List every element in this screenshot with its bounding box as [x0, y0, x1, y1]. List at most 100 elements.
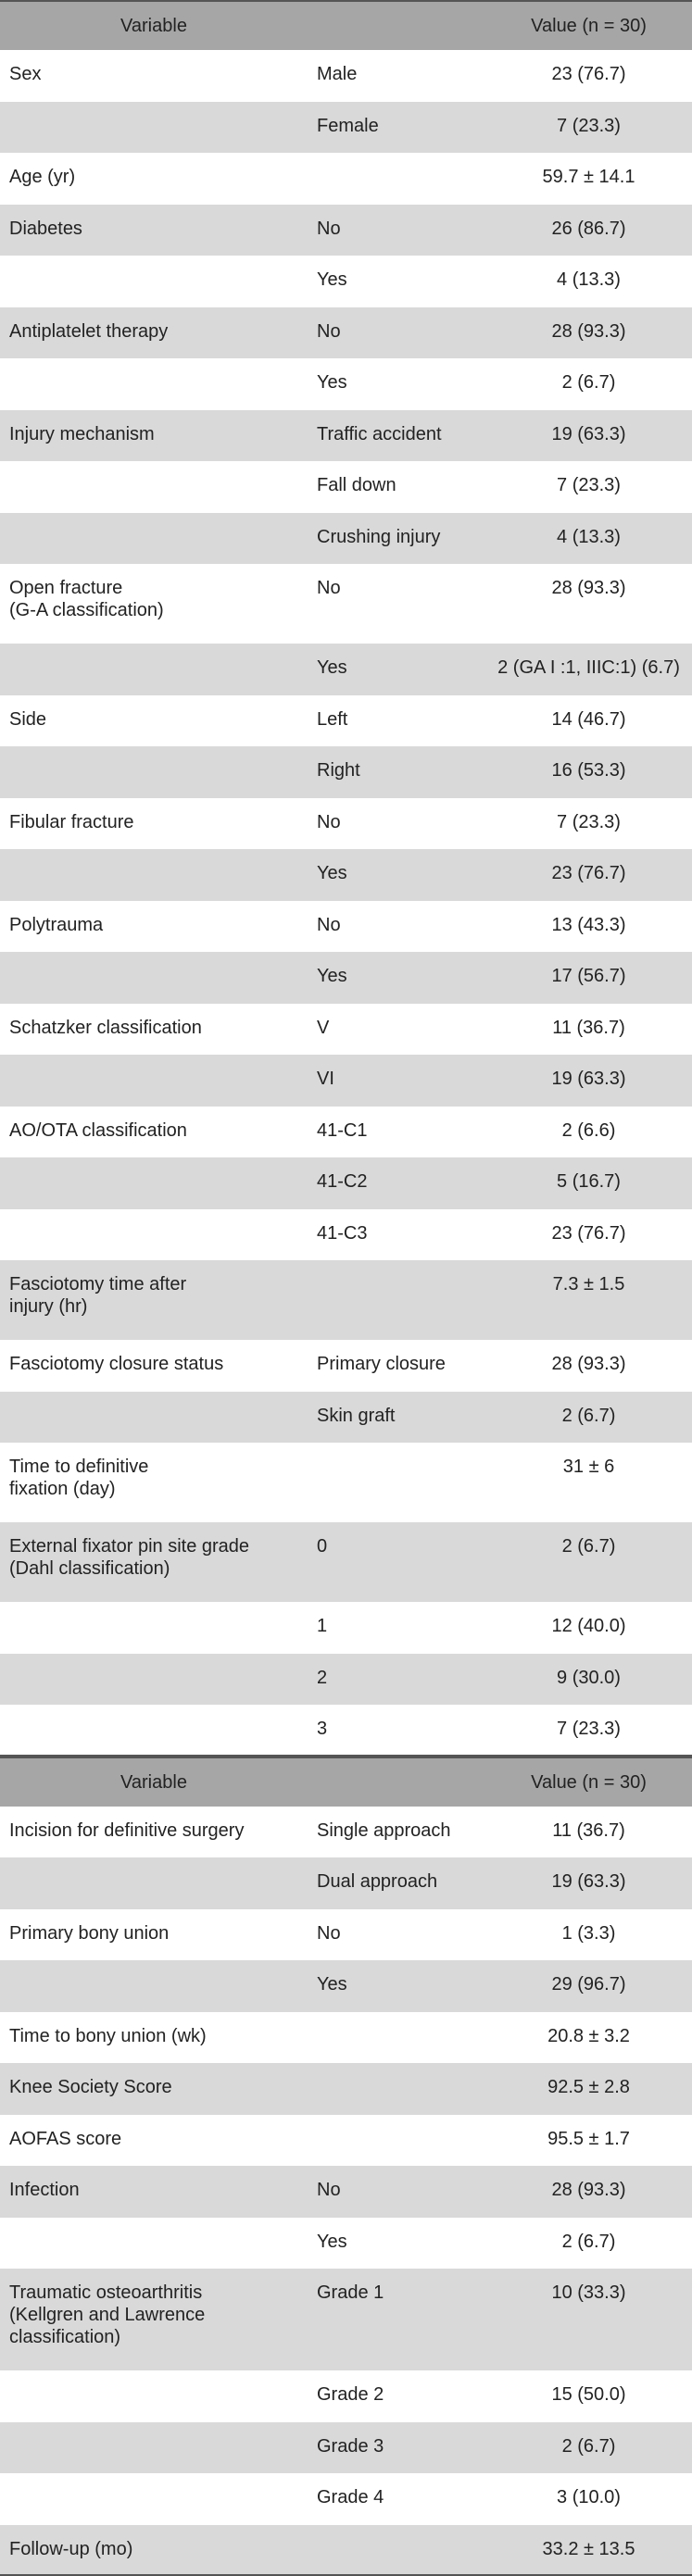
table-cell — [308, 2012, 485, 2064]
table-cell: Traumatic osteoarthritis (Kellgren and L… — [0, 2269, 308, 2370]
table-cell: Right — [308, 746, 485, 798]
table-cell: 95.5 ± 1.7 — [485, 2115, 692, 2167]
table-cell: 3 (10.0) — [485, 2473, 692, 2525]
table-cell: Yes — [308, 1960, 485, 2012]
table-cell: No — [308, 205, 485, 256]
table-cell — [0, 1392, 308, 1444]
table-cell: 2 (6.7) — [485, 1392, 692, 1444]
table-cell: 28 (93.3) — [485, 1340, 692, 1392]
table-cell: 26 (86.7) — [485, 205, 692, 256]
table-cell: 2 — [308, 1654, 485, 1706]
table-cell: 10 (33.3) — [485, 2269, 692, 2370]
table-cell — [0, 2370, 308, 2422]
table-cell: 2 (6.6) — [485, 1107, 692, 1158]
table-cell — [308, 1260, 485, 1340]
table-cell: Grade 4 — [308, 2473, 485, 2525]
table-cell — [0, 358, 308, 410]
table-cell: Yes — [308, 358, 485, 410]
table-cell: Dual approach — [308, 1857, 485, 1909]
table-cell — [308, 2063, 485, 2115]
table-cell: Yes — [308, 644, 485, 695]
table-cell: 59.7 ± 14.1 — [485, 153, 692, 205]
table-cell: Knee Society Score — [0, 2063, 308, 2115]
table-cell: No — [308, 901, 485, 953]
table-cell: Injury mechanism — [0, 410, 308, 462]
table-cell: 0 — [308, 1522, 485, 1602]
table-cell: Infection — [0, 2166, 308, 2218]
table-cell: Incision for definitive surgery — [0, 1807, 308, 1858]
table-cell: 2 (6.7) — [485, 2218, 692, 2270]
table-cell: Age (yr) — [0, 153, 308, 205]
table-cell: Fibular fracture — [0, 798, 308, 850]
table-cell: V — [308, 1004, 485, 1056]
table-cell — [308, 1443, 485, 1522]
table-cell — [0, 2218, 308, 2270]
table-cell: Traffic accident — [308, 410, 485, 462]
table-cell: 11 (36.7) — [485, 1807, 692, 1858]
table-cell: 28 (93.3) — [485, 2166, 692, 2218]
table-cell: 28 (93.3) — [485, 307, 692, 359]
table-cell — [0, 1857, 308, 1909]
table-cell: Antiplatelet therapy — [0, 307, 308, 359]
header-cell — [308, 2, 485, 50]
table-cell: 11 (36.7) — [485, 1004, 692, 1056]
table-cell: No — [308, 564, 485, 644]
table-cell: Diabetes — [0, 205, 308, 256]
table-cell: Yes — [308, 2218, 485, 2270]
table-cell: 5 (16.7) — [485, 1157, 692, 1209]
table-cell: Yes — [308, 952, 485, 1004]
table-cell: 12 (40.0) — [485, 1602, 692, 1654]
table-cell: Female — [308, 102, 485, 154]
table-cell — [308, 153, 485, 205]
header-cell — [308, 1758, 485, 1807]
header-row: Variable Value (n = 30) — [0, 0, 692, 50]
table-cell: Fasciotomy time after injury (hr) — [0, 1260, 308, 1340]
table-cell: No — [308, 1909, 485, 1961]
table-cell: 19 (63.3) — [485, 1055, 692, 1107]
header-cell: Variable — [0, 1758, 308, 1807]
table-cell: External fixator pin site grade (Dahl cl… — [0, 1522, 308, 1602]
table-cell: 13 (43.3) — [485, 901, 692, 953]
table-cell: Primary closure — [308, 1340, 485, 1392]
table-cell: Grade 1 — [308, 2269, 485, 2370]
table-cell: 41-C1 — [308, 1107, 485, 1158]
table-cell: Schatzker classification — [0, 1004, 308, 1056]
table-cell: 20.8 ± 3.2 — [485, 2012, 692, 2064]
table-row: External fixator pin site grade (Dahl cl… — [0, 1522, 692, 1602]
table-cell: 7 (23.3) — [485, 102, 692, 154]
table-row: Time to definitive fixation (day)31 ± 6 — [0, 1443, 692, 1522]
table-cell: 29 (96.7) — [485, 1960, 692, 2012]
table-cell: 19 (63.3) — [485, 410, 692, 462]
header-cell: Value (n = 30) — [485, 2, 692, 50]
table-cell: Primary bony union — [0, 1909, 308, 1961]
table-cell: 3 — [308, 1705, 485, 1755]
table-cell: 2 (6.7) — [485, 2422, 692, 2474]
table-cell: AOFAS score — [0, 2115, 308, 2167]
table-cell — [0, 1209, 308, 1261]
table-cell: 41-C3 — [308, 1209, 485, 1261]
table-cell: Sex — [0, 50, 308, 102]
header-cell: Variable — [0, 2, 308, 50]
table-cell: 92.5 ± 2.8 — [485, 2063, 692, 2115]
table-cell: 7.3 ± 1.5 — [485, 1260, 692, 1340]
